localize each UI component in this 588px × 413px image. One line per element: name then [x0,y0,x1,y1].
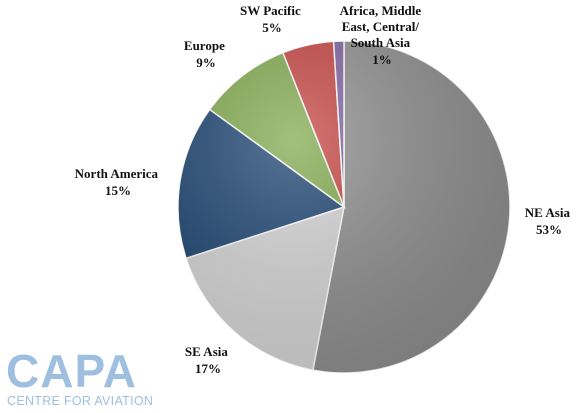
slice-value-se-asia: 17% [195,361,221,376]
slice-label-sw-pacific: SW Pacific 5% [240,3,304,35]
slice-label-europe: Europe 9% [184,38,228,70]
capa-logo-subtitle: CENTRE FOR AVIATION [7,394,154,408]
slice-name-ne-asia: NE Asia [525,205,571,220]
slice-value-north-america: 15% [105,183,131,198]
slice-label-africa-me-csa: Africa, Middle East, Central/ South Asia… [340,3,425,67]
capa-logo-wordmark: CAPA [6,345,137,397]
slice-name-europe: Europe [184,38,225,53]
slice-name-north-america: North America [75,166,159,181]
slice-value-europe: 9% [196,55,216,70]
slice-value-ne-asia: 53% [536,222,562,237]
slice-name-africa-line-1: Africa, Middle [340,3,422,18]
slice-label-ne-asia: NE Asia 53% [525,205,573,237]
slice-label-north-america: North America 15% [75,166,162,198]
slice-name-sw-pacific: SW Pacific [240,3,301,18]
capa-logo: CAPA CENTRE FOR AVIATION [6,348,178,410]
slice-name-africa-line-3: South Asia [351,35,411,50]
slice-value-africa-me-csa: 1% [372,52,392,67]
slice-label-se-asia: SE Asia 17% [185,344,231,376]
slice-name-africa-line-2: East, Central/ [342,19,420,34]
slice-name-se-asia: SE Asia [185,344,228,359]
slice-value-sw-pacific: 5% [262,20,282,35]
